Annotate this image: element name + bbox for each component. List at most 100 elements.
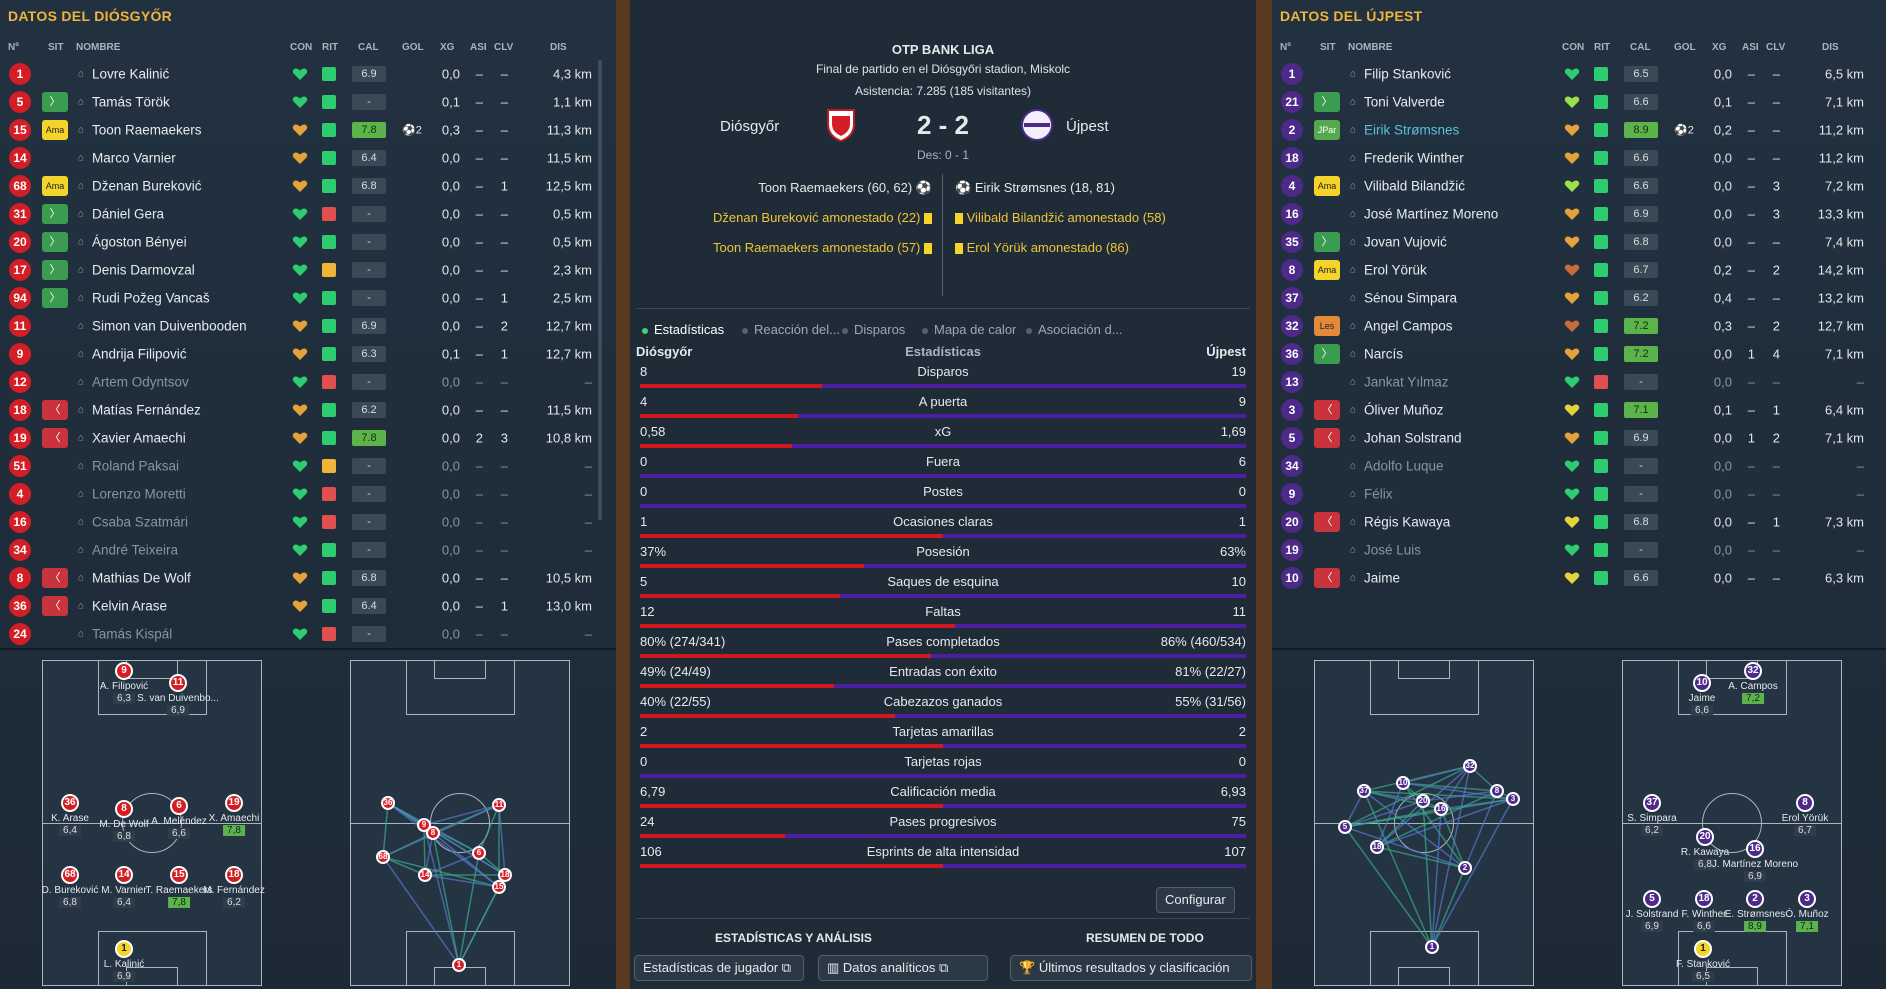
player-name[interactable]: Lorenzo Moretti — [92, 486, 186, 502]
player-name[interactable]: Jovan Vujović — [1364, 234, 1447, 250]
player-row[interactable]: 37 ⌂ Sénou Simpara 6.2 0,4– –13,2 km — [1272, 284, 1872, 312]
player-name[interactable]: Frederik Winther — [1364, 150, 1464, 166]
player-marker[interactable]: 2 — [1746, 890, 1764, 908]
player-name[interactable]: Csaba Szatmári — [92, 514, 189, 530]
column-header-cal[interactable]: CAL — [1630, 42, 1651, 53]
player-row[interactable]: 34 ⌂ André Teixeira -0,0– – – — [0, 536, 600, 564]
column-header-num[interactable]: Nº — [1280, 42, 1291, 53]
player-name[interactable]: Johan Solstrand — [1364, 430, 1462, 446]
player-marker[interactable]: 18 — [1695, 890, 1713, 908]
player-row[interactable]: 11 ⌂ Simon van Duivenbooden 6.9 0,0– 2 12,7 km — [0, 312, 600, 340]
scrollbar[interactable] — [598, 60, 602, 520]
column-header-gol[interactable]: GOL — [402, 42, 424, 53]
player-name[interactable]: Kelvin Arase — [92, 598, 168, 614]
player-name[interactable]: Erol Yörük — [1364, 262, 1427, 278]
player-row[interactable]: 4 Ama ⌂ Vilibald Bilandžić 6.6 0,0– 3 7,2 km — [1272, 172, 1872, 200]
column-header-xg[interactable]: XG — [1712, 42, 1727, 53]
column-header-con[interactable]: CON — [290, 42, 313, 53]
column-header-name[interactable]: NOMBRE — [1348, 42, 1393, 53]
player-marker[interactable]: 8 — [115, 800, 133, 818]
player-row[interactable]: 68 Ama ⌂ Dženan Bureković 6.8 0,0– 1 12,5 km — [0, 172, 600, 200]
player-name[interactable]: Toon Raemaekers — [92, 122, 202, 138]
column-header-rit[interactable]: RIT — [1594, 42, 1611, 53]
column-header-sit[interactable]: SIT — [1320, 42, 1336, 53]
player-marker[interactable]: 9 — [115, 662, 133, 680]
column-header-num[interactable]: Nº — [8, 42, 19, 53]
column-header-dis[interactable]: DIS — [1822, 42, 1839, 53]
column-header-rit[interactable]: RIT — [322, 42, 339, 53]
player-name[interactable]: Adolfo Luque — [1364, 458, 1444, 474]
column-header-name[interactable]: NOMBRE — [76, 42, 121, 53]
player-name[interactable]: André Teixeira — [92, 542, 179, 558]
player-marker[interactable]: 32 — [1744, 662, 1762, 680]
player-row[interactable]: 5 〉 ⌂ Tamás Török -0,1– –1,1 km — [0, 88, 600, 116]
tab-4[interactable]: Asociación d... — [1026, 322, 1123, 337]
player-row[interactable]: 4 ⌂ Lorenzo Moretti -0,0– – – — [0, 480, 600, 508]
player-row[interactable]: 1 ⌂ Lovre Kalinić 6.9 0,0– –4,3 km — [0, 60, 600, 88]
away-team-name[interactable]: Újpest — [1066, 118, 1109, 135]
player-name[interactable]: Filip Stanković — [1364, 66, 1452, 82]
player-marker[interactable]: 1 — [1694, 940, 1712, 958]
player-row[interactable]: 31 〉 ⌂ Dániel Gera -0,0– –0,5 km — [0, 200, 600, 228]
player-row[interactable]: 5 〈 ⌂ Johan Solstrand 6.9 0,0 1 2 7,1 km — [1272, 424, 1872, 452]
player-marker[interactable]: 36 — [61, 794, 79, 812]
player-name[interactable]: Toni Valverde — [1364, 94, 1445, 110]
column-header-con[interactable]: CON — [1562, 42, 1585, 53]
player-row[interactable]: 2 JPar ⌂ Eirik Strømsnes 8.9 ⚽2 0,2– –11,2 km — [1272, 116, 1872, 144]
player-name[interactable]: Jaime — [1364, 570, 1401, 586]
player-row[interactable]: 13 ⌂ Jankat Yılmaz -0,0– – – — [1272, 368, 1872, 396]
player-row[interactable]: 36 〈 ⌂ Kelvin Arase 6.4 0,0– 1 13,0 km — [0, 592, 600, 620]
column-header-asi[interactable]: ASI — [470, 42, 487, 53]
player-name[interactable]: Sénou Simpara — [1364, 290, 1458, 306]
player-marker[interactable]: 20 — [1696, 828, 1714, 846]
player-row[interactable]: 21 〉 ⌂ Toni Valverde 6.6 0,1– –7,1 km — [1272, 88, 1872, 116]
tab-3[interactable]: Mapa de calor — [922, 322, 1016, 337]
player-row[interactable]: 20 〉 ⌂ Ágoston Bényei -0,0– –0,5 km — [0, 228, 600, 256]
player-marker[interactable]: 6 — [170, 797, 188, 815]
player-name[interactable]: Narcís — [1364, 346, 1404, 362]
player-name[interactable]: Simon van Duivenbooden — [92, 318, 247, 334]
player-row[interactable]: 10 〈 ⌂ Jaime 6.6 0,0– –6,3 km — [1272, 564, 1872, 592]
column-header-sit[interactable]: SIT — [48, 42, 64, 53]
player-marker[interactable]: 10 — [1693, 674, 1711, 692]
player-name[interactable]: Marco Varnier — [92, 150, 176, 166]
player-name[interactable]: Rudi Požeg Vancaš — [92, 290, 210, 306]
player-row[interactable]: 15 Ama ⌂ Toon Raemaekers 7.8 ⚽2 0,3– –11,3 km — [0, 116, 600, 144]
player-row[interactable]: 9 ⌂ Andrija Filipović 6.3 0,1– 1 12,7 km — [0, 340, 600, 368]
player-name[interactable]: Dániel Gera — [92, 206, 165, 222]
player-row[interactable]: 18 〈 ⌂ Matías Fernández 6.2 0,0– –11,5 km — [0, 396, 600, 424]
player-row[interactable]: 8 Ama ⌂ Erol Yörük 6.7 0,2– 2 14,2 km — [1272, 256, 1872, 284]
player-name[interactable]: Eirik Strømsnes — [1364, 122, 1460, 138]
tab-2[interactable]: Disparos — [842, 322, 905, 337]
home-crest-icon[interactable] — [826, 106, 856, 143]
player-row[interactable]: 24 ⌂ Tamás Kispál -0,0– – – — [0, 620, 600, 648]
player-row[interactable]: 35 〉 ⌂ Jovan Vujović 6.8 0,0– –7,4 km — [1272, 228, 1872, 256]
player-row[interactable]: 32 Les ⌂ Angel Campos 7.2 0,3– 2 12,7 km — [1272, 312, 1872, 340]
player-row[interactable]: 18 ⌂ Frederik Winther 6.6 0,0– –11,2 km — [1272, 144, 1872, 172]
player-name[interactable]: Dženan Bureković — [92, 178, 202, 194]
player-name[interactable]: Tamás Török — [92, 94, 170, 110]
player-name[interactable]: Ágoston Bényei — [92, 234, 187, 250]
player-name[interactable]: Mathias De Wolf — [92, 570, 191, 586]
player-name[interactable]: Denis Darmovzal — [92, 262, 195, 278]
column-header-gol[interactable]: GOL — [1674, 42, 1696, 53]
column-header-clv[interactable]: CLV — [1766, 42, 1786, 53]
player-row[interactable]: 8 〈 ⌂ Mathias De Wolf 6.8 0,0– –10,5 km — [0, 564, 600, 592]
column-header-xg[interactable]: XG — [440, 42, 455, 53]
player-name[interactable]: Óliver Muñoz — [1364, 402, 1444, 418]
player-row[interactable]: 36 〉 ⌂ Narcís 7.2 0,0 1 4 7,1 km — [1272, 340, 1872, 368]
player-row[interactable]: 19 ⌂ José Luis -0,0– – – — [1272, 536, 1872, 564]
tab-1[interactable]: Reacción del... — [742, 322, 840, 337]
player-marker[interactable]: 18 — [225, 866, 243, 884]
player-name[interactable]: Andrija Filipović — [92, 346, 187, 362]
player-marker[interactable]: 14 — [115, 866, 133, 884]
player-name[interactable]: Artem Odyntsov — [92, 374, 189, 390]
player-marker[interactable]: 3 — [1798, 890, 1816, 908]
configure-button[interactable]: Configurar — [1156, 887, 1235, 913]
player-row[interactable]: 3 〈 ⌂ Óliver Muñoz 7.1 0,1– 1 6,4 km — [1272, 396, 1872, 424]
player-row[interactable]: 9 ⌂ Félix -0,0– – – — [1272, 480, 1872, 508]
player-marker[interactable]: 1 — [115, 940, 133, 958]
tab-0[interactable]: Estadísticas — [642, 322, 724, 337]
analytics-button[interactable]: ▥ Datos analíticos ⧉ — [818, 955, 988, 981]
player-marker[interactable]: 8 — [1796, 794, 1814, 812]
